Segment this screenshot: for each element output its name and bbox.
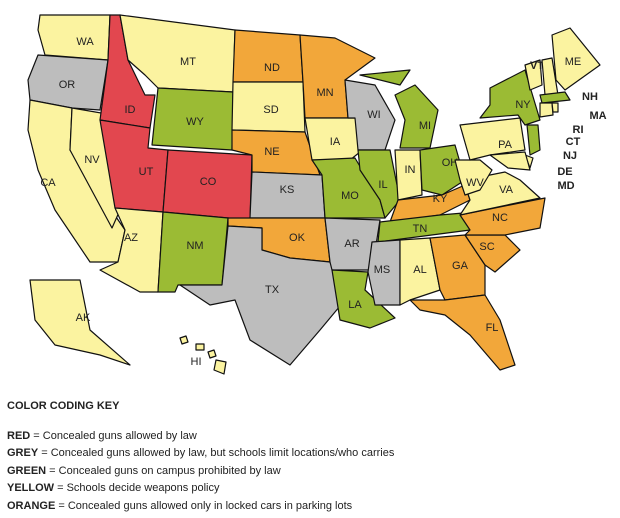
key-item: ORANGE = Concealed guns allowed only in … (7, 498, 394, 516)
state-label: UT (139, 166, 154, 178)
state-shape (551, 27, 601, 91)
state-shape (526, 124, 541, 156)
state-label: OK (289, 232, 306, 244)
state-shape (459, 117, 526, 161)
key-term: GREY (7, 447, 39, 459)
state-shape (539, 102, 554, 118)
state-shape (551, 102, 559, 113)
state-label: HI (191, 356, 202, 368)
state-shape (304, 117, 366, 161)
key-title: COLOR CODING KEY (7, 400, 120, 412)
state-label: AR (344, 238, 359, 250)
key-term: GREEN (7, 464, 47, 477)
state-shape (367, 239, 401, 306)
state-shape (213, 359, 227, 375)
state-label: MD (557, 180, 574, 192)
key-item: RED = Concealed guns allowed by law (7, 428, 394, 446)
state-label: NE (264, 146, 279, 158)
state-shape (207, 349, 217, 359)
state-shape (359, 69, 411, 86)
key-text: = Concealed guns on campus prohibited by… (46, 464, 281, 477)
state-label: WI (367, 109, 380, 121)
state-shape (539, 91, 571, 104)
state-shape (399, 237, 441, 306)
state-label: FL (486, 322, 499, 334)
state-shape (357, 149, 401, 219)
state-label: WV (466, 177, 484, 189)
key-item: GREEN = Concealed guns on campus prohibi… (7, 463, 394, 481)
state-label: ID (125, 104, 136, 116)
state-label: KS (280, 184, 295, 196)
state-label: AK (76, 312, 91, 324)
state-shape (489, 151, 531, 171)
state-shape (29, 279, 131, 366)
state-label: AZ (124, 232, 138, 244)
state-shape (195, 343, 205, 351)
key-item: YELLOW = Schools decide weapons policy (7, 480, 394, 498)
state-label: NY (515, 99, 531, 111)
state-label: KY (433, 193, 448, 205)
key-term: RED (7, 429, 31, 442)
state-shape (179, 335, 189, 345)
key-text: = Concealed guns allowed only in locked … (55, 499, 353, 512)
state-label: OH (442, 157, 459, 169)
state-label: TN (413, 223, 428, 235)
state-label: GA (452, 260, 469, 272)
state-label: ND (264, 62, 280, 74)
state-label: AL (413, 264, 426, 276)
state-shape (524, 59, 543, 91)
key-term: YELLOW (7, 482, 55, 494)
state-label: MA (589, 110, 606, 122)
state-shape (157, 211, 229, 293)
state-label: NV (84, 154, 100, 166)
state-shape (459, 197, 546, 236)
us-map: WA OR CA NV ID MT WY UT CO AZ NM ND SD NE KS OK TX MN IA MO… (27, 14, 607, 375)
state-label: WA (76, 36, 94, 48)
state-shape (232, 29, 304, 83)
state-shape (419, 144, 466, 196)
key-text: = Concealed guns allowed by law (30, 429, 197, 442)
key-term: ORANGE (7, 499, 56, 512)
state-label: MO (341, 190, 359, 202)
state-shape (394, 84, 439, 149)
state-label: SD (263, 104, 278, 116)
state-label: MN (316, 87, 333, 99)
state-label: CO (200, 176, 217, 188)
state-label: VA (499, 184, 514, 196)
state-label: NC (492, 212, 508, 224)
state-label: NM (186, 240, 203, 252)
state-label: RI (573, 124, 584, 136)
state-label: PA (498, 139, 513, 151)
state-label: IL (378, 179, 387, 191)
state-label: VT (530, 60, 544, 72)
state-shape (324, 217, 381, 271)
state-label: SC (479, 241, 494, 253)
state-shape (394, 149, 423, 201)
state-label: CA (40, 177, 56, 189)
state-label: IA (330, 136, 341, 148)
state-label: IN (405, 164, 416, 176)
state-label: ME (565, 56, 582, 68)
state-label: NH (582, 91, 598, 103)
key-text: = Concealed guns allowed by law, but sch… (38, 447, 395, 459)
state-shape (409, 294, 516, 371)
color-key: COLOR CODING KEY RED = Concealed guns al… (7, 398, 394, 515)
state-label: TX (265, 284, 280, 296)
state-label: LA (348, 299, 362, 311)
state-label: OR (59, 79, 76, 91)
state-shape (454, 159, 493, 196)
state-label: DE (557, 166, 572, 178)
state-label: CT (566, 136, 581, 148)
state-label: NJ (563, 150, 577, 162)
key-text: = Schools decide weapons policy (54, 482, 220, 494)
state-shape (37, 14, 111, 61)
state-label: MI (419, 120, 431, 132)
state-label: WY (186, 116, 204, 128)
key-item: GREY = Concealed guns allowed by law, bu… (7, 445, 394, 463)
state-shape (179, 225, 346, 366)
state-label: MS (374, 264, 391, 276)
key-items: RED = Concealed guns allowed by law GREY … (7, 428, 394, 516)
state-label: MT (180, 56, 196, 68)
